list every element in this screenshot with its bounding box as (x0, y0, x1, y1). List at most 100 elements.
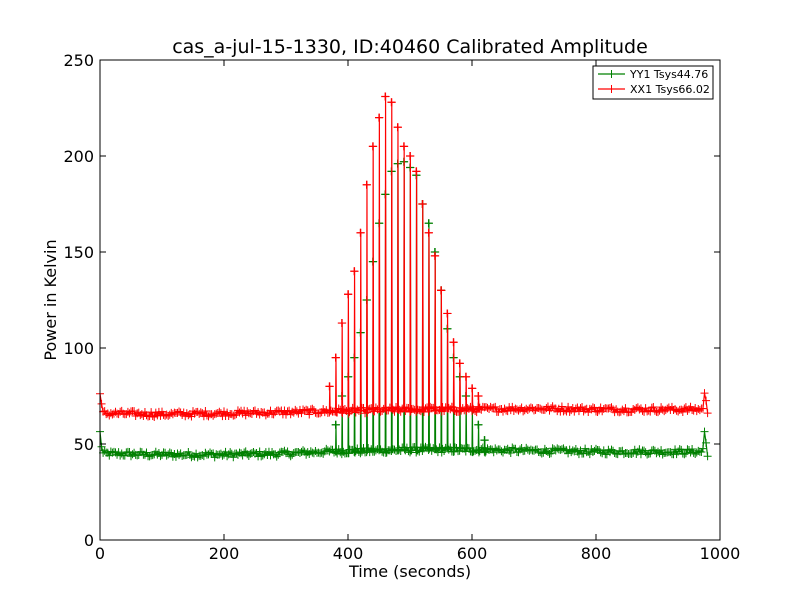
peak-point (381, 92, 390, 101)
legend-box (592, 65, 714, 100)
peak-point (375, 113, 383, 122)
series-markers-0 (96, 157, 712, 462)
peak-point (331, 420, 340, 429)
legend-label: YY1 Tsys44.76 (629, 68, 708, 81)
data-point (654, 408, 662, 417)
data-point (230, 411, 239, 420)
peak-point (449, 338, 458, 347)
y-tick-label: 250 (63, 51, 94, 70)
peak-point (455, 359, 464, 368)
plot-frame (99, 59, 721, 541)
legend: YY1 Tsys44.76 XX1 Tsys66.02 (592, 65, 714, 100)
peak-point (362, 180, 371, 189)
data-point (599, 446, 608, 455)
data-point (545, 449, 554, 458)
data-point (703, 409, 712, 418)
data-point (677, 445, 686, 454)
x-tick-label: 200 (209, 544, 240, 563)
peak-point (474, 392, 483, 400)
chart-title: cas_a-jul-15-1330, ID:40460 Calibrated A… (172, 36, 648, 58)
data-point (201, 407, 210, 416)
peak-point (468, 384, 476, 393)
peak-point (387, 98, 396, 107)
axis-ticks-group: 0 200 400 600 800 1000 0 50 100 150 200 250 (63, 51, 740, 563)
y-tick-label: 100 (63, 339, 94, 358)
peak-point (437, 286, 445, 295)
data-point (688, 445, 697, 454)
peak-point (443, 309, 452, 318)
data-point (680, 450, 689, 459)
y-axis-label: Power in Kelvin (41, 239, 60, 360)
data-point (698, 444, 707, 453)
data-point (703, 452, 712, 461)
data-point (147, 408, 156, 417)
data-point (506, 448, 515, 457)
data-point (158, 407, 166, 416)
x-axis-label: Time (seconds) (348, 562, 471, 581)
plot-series-group (96, 92, 712, 462)
data-point (700, 427, 709, 436)
data-point (272, 452, 281, 461)
data-point (299, 446, 308, 455)
data-point (678, 408, 687, 417)
data-point (593, 408, 602, 417)
peak-point (331, 353, 340, 362)
x-tick-label: 0 (95, 544, 105, 563)
legend-label: XX1 Tsys66.02 (630, 83, 710, 96)
series-0 (96, 157, 712, 462)
legend-marker (607, 70, 616, 78)
peak-point (356, 228, 365, 237)
data-point (350, 448, 359, 457)
data-point (702, 438, 711, 447)
data-point (588, 403, 597, 412)
x-tick-label: 600 (457, 544, 488, 563)
y-tick-label: 150 (63, 243, 94, 262)
data-point (607, 403, 616, 412)
data-point (223, 452, 232, 461)
peak-point (424, 228, 433, 237)
legend-marker (607, 85, 616, 93)
data-point (472, 408, 481, 417)
x-tick-label: 800 (581, 544, 612, 563)
peak-point (461, 372, 470, 381)
data-point (356, 449, 365, 458)
data-point (387, 403, 396, 412)
peak-point (480, 436, 489, 445)
peak-point (393, 123, 402, 132)
x-tick-label: 400 (333, 544, 364, 563)
data-point (698, 404, 707, 413)
peak-point (474, 420, 483, 429)
y-tick-label: 50 (74, 435, 94, 454)
data-point (305, 410, 314, 419)
peak-point (406, 152, 414, 160)
data-point (537, 449, 546, 458)
peak-point (344, 290, 352, 299)
peak-point (350, 267, 359, 276)
peak-point (337, 319, 346, 328)
peak-point (418, 200, 427, 208)
peak-point (430, 251, 439, 260)
data-point (165, 448, 174, 457)
data-point (491, 402, 500, 411)
x-tick-label: 1000 (700, 544, 741, 563)
peak-point (368, 142, 377, 151)
data-point (702, 396, 711, 405)
data-point (489, 403, 498, 412)
data-point (700, 389, 709, 398)
peak-point (399, 142, 408, 151)
data-point (675, 445, 684, 454)
series-markers-1 (96, 92, 712, 421)
data-point (226, 448, 235, 457)
data-point (316, 409, 325, 418)
series-1 (96, 92, 712, 421)
data-point (621, 404, 630, 413)
data-point (649, 403, 658, 412)
data-point (97, 399, 106, 408)
y-tick-label: 0 (84, 531, 94, 550)
peak-point (412, 167, 421, 176)
peak-point (424, 219, 433, 228)
y-tick-label: 200 (63, 147, 94, 166)
data-point (697, 447, 706, 456)
